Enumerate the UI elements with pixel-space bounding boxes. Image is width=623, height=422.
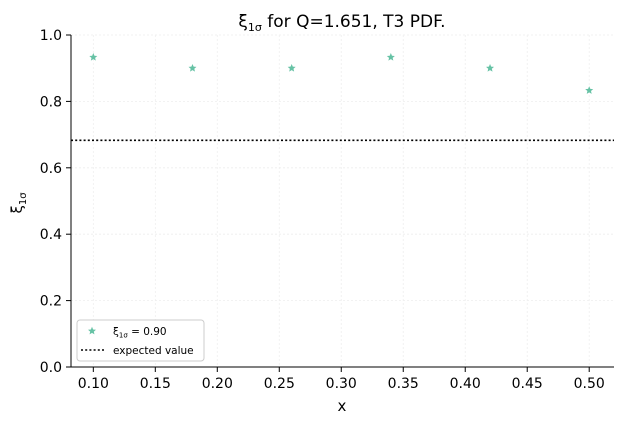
x-tick-label: 0.40 (450, 376, 481, 392)
x-tick-label: 0.25 (264, 376, 295, 392)
y-axis-label: ξ1σ (8, 192, 29, 214)
legend-star-marker-icon (88, 326, 96, 335)
data-point-star (386, 53, 395, 61)
y-tick-label: 0.6 (40, 161, 62, 177)
x-ticks: 0.10 0.15 0.20 0.25 0.30 0.35 0.40 0.45 0.50 (78, 367, 605, 392)
y-tick-label: 1.0 (40, 28, 62, 44)
legend-reference-label: expected value (113, 345, 194, 357)
x-tick-label: 0.50 (574, 376, 605, 392)
x-tick-label: 0.15 (140, 376, 171, 392)
x-tick-label: 0.45 (512, 376, 543, 392)
legend: ξ1σ = 0.90 expected value (76, 319, 205, 362)
y-tick-label: 0.2 (40, 294, 62, 310)
data-points (89, 53, 594, 94)
legend-series-label: ξ1σ = 0.90 (113, 326, 167, 340)
y-tick-label: 0.8 (40, 94, 62, 110)
y-tick-label: 0.4 (40, 227, 62, 243)
legend-box (76, 319, 205, 362)
x-tick-label: 0.20 (202, 376, 233, 392)
data-point-star (585, 86, 594, 94)
x-axis-label: x (338, 397, 347, 415)
x-tick-label: 0.30 (326, 376, 357, 392)
y-ticks: 0.0 0.2 0.4 0.6 0.8 1.0 (40, 28, 71, 376)
data-point-star (89, 53, 98, 61)
chart-title: ξ1σ for Q=1.651, T3 PDF. (238, 12, 445, 34)
data-point-star (486, 64, 495, 72)
x-tick-label: 0.35 (388, 376, 419, 392)
y-tick-label: 0.0 (40, 360, 62, 376)
x-tick-label: 0.10 (78, 376, 109, 392)
data-point-star (287, 64, 296, 72)
data-point-star (188, 64, 197, 72)
